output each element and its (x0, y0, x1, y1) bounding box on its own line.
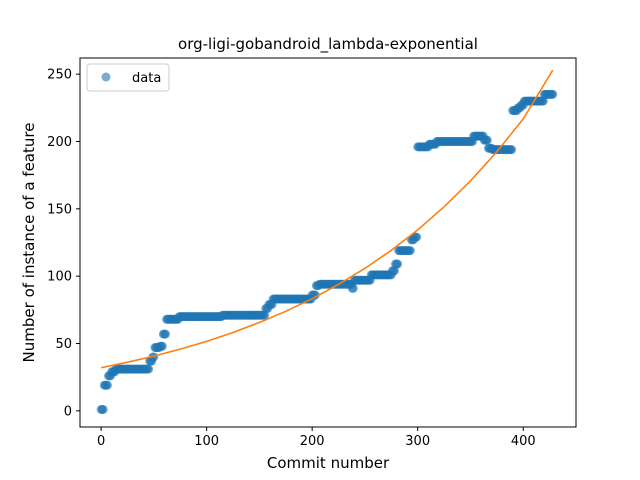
data-point (161, 330, 170, 339)
legend-marker (102, 73, 111, 82)
y-tick-label: 250 (47, 68, 72, 83)
x-tick-label: 200 (300, 434, 325, 449)
data-point (393, 260, 402, 269)
y-tick-label: 150 (47, 202, 72, 217)
x-axis-label: Commit number (267, 454, 390, 472)
data-point (99, 405, 108, 414)
data-point (144, 365, 153, 374)
axes-background (80, 58, 576, 427)
y-tick-label: 0 (64, 404, 72, 419)
x-tick-label: 100 (194, 434, 219, 449)
chart-title: org-ligi-gobandroid_lambda-exponential (178, 35, 478, 54)
data-point (507, 145, 516, 154)
data-point (103, 381, 112, 390)
data-point (158, 342, 167, 351)
legend: data (87, 64, 169, 91)
y-tick-label: 50 (55, 337, 72, 352)
data-point (548, 90, 557, 99)
x-tick-label: 0 (97, 434, 105, 449)
data-point (406, 246, 415, 255)
y-axis-label: Number of instance of a feature (20, 123, 38, 363)
plot-area (80, 58, 576, 427)
data-point (483, 136, 492, 145)
x-tick-label: 400 (511, 434, 536, 449)
data-point (349, 284, 358, 293)
y-tick-label: 100 (47, 270, 72, 285)
legend-label-data: data (132, 71, 161, 86)
x-tick-label: 300 (405, 434, 430, 449)
y-tick-label: 200 (47, 135, 72, 150)
